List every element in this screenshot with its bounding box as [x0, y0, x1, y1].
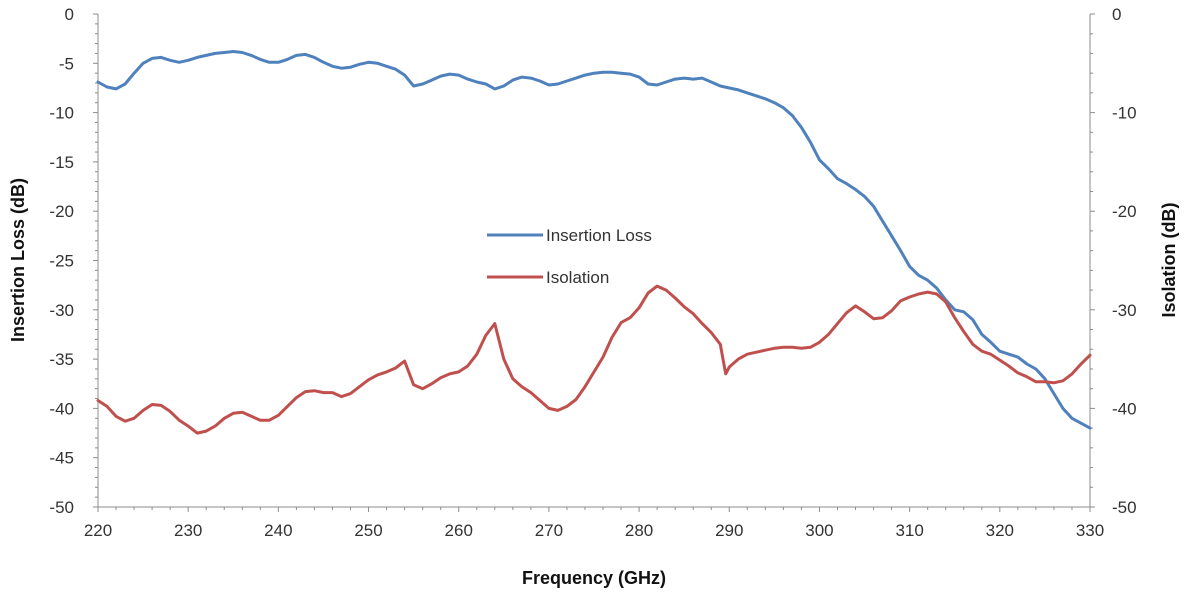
- x-axis-title: Frequency (GHz): [522, 568, 666, 588]
- right-y-tick-label: -10: [1112, 104, 1137, 123]
- left-y-tick-label: -25: [49, 252, 74, 271]
- right-y-axis-title: Isolation (dB): [1159, 203, 1179, 318]
- left-y-tick-label: -45: [49, 449, 74, 468]
- plot-frame: [97, 14, 1091, 508]
- x-tick-label: 280: [625, 521, 653, 540]
- right-y-axis-ticks: 0 -10 -20 -30 -40 -50: [1090, 5, 1137, 517]
- series-layer: [96, 50, 1092, 435]
- x-tick-label: 220: [84, 521, 112, 540]
- left-y-axis-title: Insertion Loss (dB): [8, 178, 28, 342]
- x-tick-label: 250: [354, 521, 382, 540]
- left-y-tick-label: 0: [65, 5, 74, 24]
- legend: Insertion Loss Isolation: [487, 226, 652, 287]
- x-tick-label: 260: [445, 521, 473, 540]
- left-y-axis-ticks: 0 -5 -10 -15 -20 -25 -30 -35 -40 -45 -50: [49, 5, 98, 517]
- x-tick-label: 320: [986, 521, 1014, 540]
- x-tick-label: 300: [805, 521, 833, 540]
- x-tick-label: 230: [174, 521, 202, 540]
- left-y-tick-label: -20: [49, 202, 74, 221]
- left-y-tick-label: -35: [49, 350, 74, 369]
- left-y-tick-label: -30: [49, 301, 74, 320]
- x-tick-label: 310: [895, 521, 923, 540]
- x-tick-label: 330: [1076, 521, 1104, 540]
- series-line-insertion-loss: [96, 50, 1092, 430]
- legend-label-insertion-loss: Insertion Loss: [546, 226, 652, 245]
- right-y-tick-label: -20: [1112, 202, 1137, 221]
- x-axis-ticks: 220 230 240 250 260 270 280 290 300 310 320 330: [84, 507, 1104, 540]
- left-y-tick-label: -40: [49, 399, 74, 418]
- right-y-tick-label: -30: [1112, 301, 1137, 320]
- left-y-tick-label: -15: [49, 153, 74, 172]
- legend-label-isolation: Isolation: [546, 268, 609, 287]
- series-line-isolation: [96, 284, 1092, 435]
- right-y-tick-label: -50: [1112, 498, 1137, 517]
- x-tick-label: 290: [715, 521, 743, 540]
- left-y-tick-label: -5: [59, 54, 74, 73]
- x-tick-label: 270: [535, 521, 563, 540]
- left-y-tick-label: -10: [49, 104, 74, 123]
- right-y-tick-label: 0: [1112, 5, 1121, 24]
- right-y-tick-label: -40: [1112, 399, 1137, 418]
- x-tick-label: 240: [264, 521, 292, 540]
- left-y-tick-label: -50: [49, 498, 74, 517]
